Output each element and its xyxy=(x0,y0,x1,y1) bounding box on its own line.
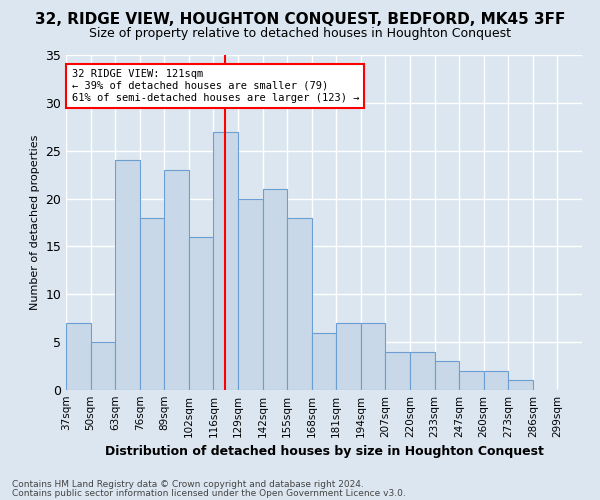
Bar xyxy=(287,218,312,390)
Bar xyxy=(238,198,263,390)
Bar xyxy=(361,323,385,390)
Bar xyxy=(164,170,189,390)
Bar xyxy=(508,380,533,390)
Bar xyxy=(115,160,140,390)
X-axis label: Distribution of detached houses by size in Houghton Conquest: Distribution of detached houses by size … xyxy=(104,446,544,458)
Bar xyxy=(312,332,336,390)
Bar xyxy=(385,352,410,390)
Bar xyxy=(484,371,508,390)
Bar xyxy=(189,237,214,390)
Bar xyxy=(263,189,287,390)
Bar xyxy=(459,371,484,390)
Text: Contains HM Land Registry data © Crown copyright and database right 2024.: Contains HM Land Registry data © Crown c… xyxy=(12,480,364,489)
Text: Contains public sector information licensed under the Open Government Licence v3: Contains public sector information licen… xyxy=(12,489,406,498)
Text: 32, RIDGE VIEW, HOUGHTON CONQUEST, BEDFORD, MK45 3FF: 32, RIDGE VIEW, HOUGHTON CONQUEST, BEDFO… xyxy=(35,12,565,28)
Bar xyxy=(214,132,238,390)
Bar xyxy=(140,218,164,390)
Text: Size of property relative to detached houses in Houghton Conquest: Size of property relative to detached ho… xyxy=(89,28,511,40)
Bar xyxy=(434,362,459,390)
Text: 32 RIDGE VIEW: 121sqm
← 39% of detached houses are smaller (79)
61% of semi-deta: 32 RIDGE VIEW: 121sqm ← 39% of detached … xyxy=(71,70,359,102)
Bar xyxy=(66,323,91,390)
Bar xyxy=(91,342,115,390)
Y-axis label: Number of detached properties: Number of detached properties xyxy=(30,135,40,310)
Bar xyxy=(336,323,361,390)
Bar xyxy=(410,352,434,390)
